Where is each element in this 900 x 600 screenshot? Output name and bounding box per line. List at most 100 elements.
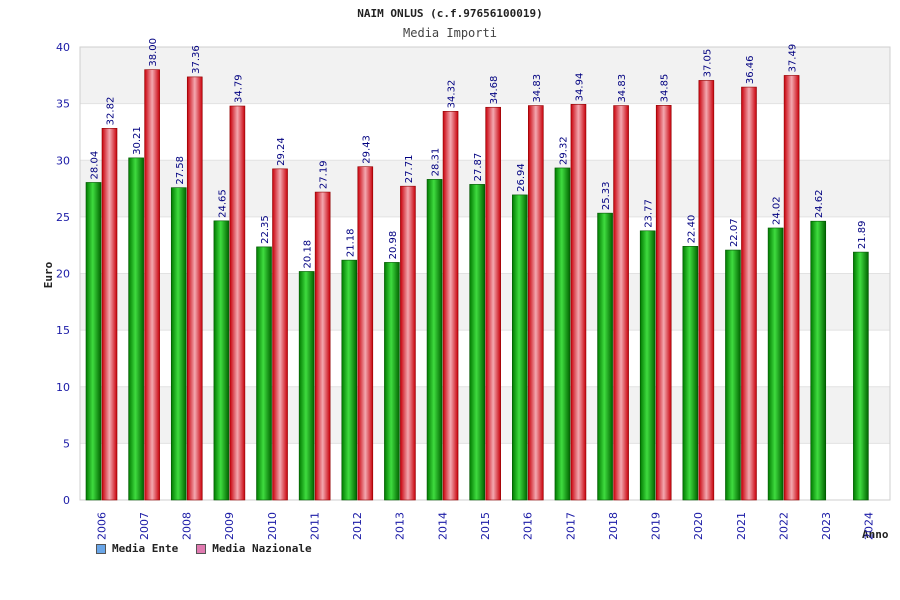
label-media-nazionale-2013: 27.71 <box>404 155 415 184</box>
y-tick-label: 25 <box>56 211 70 224</box>
bar-media-nazionale-2012 <box>357 166 374 501</box>
label-media-nazionale-2009: 34.79 <box>233 74 244 103</box>
label-media-nazionale-2010: 29.24 <box>276 137 287 166</box>
bar-media-ente-2021 <box>725 249 741 501</box>
x-tick-label: 2014 <box>436 512 449 540</box>
label-media-ente-2020: 22.40 <box>686 215 697 244</box>
chart-title: NAIM ONLUS (c.f.97656100019) <box>357 7 542 20</box>
label-media-ente-2007: 30.21 <box>132 126 143 155</box>
x-tick-label: 2010 <box>266 512 279 540</box>
y-tick-label: 20 <box>56 268 70 281</box>
label-media-nazionale-2017: 34.94 <box>574 73 585 102</box>
legend: Media Ente Media Nazionale <box>96 542 312 555</box>
label-media-nazionale-2018: 34.83 <box>617 74 628 103</box>
label-media-ente-2022: 24.02 <box>772 196 783 225</box>
label-media-ente-2011: 20.18 <box>303 240 314 269</box>
bar-media-ente-2015 <box>469 184 485 501</box>
y-tick-label: 30 <box>56 154 70 167</box>
label-media-nazionale-2019: 34.85 <box>660 74 671 103</box>
legend-label-ente: Media Ente <box>112 542 179 555</box>
plot-border <box>79 46 891 501</box>
bar-media-nazionale-2019 <box>655 105 672 501</box>
bar-media-ente-2016 <box>512 194 528 501</box>
x-tick-label: 2015 <box>479 512 492 540</box>
label-media-ente-2021: 22.07 <box>729 218 740 247</box>
label-media-nazionale-2011: 27.19 <box>319 160 330 189</box>
label-media-ente-2014: 28.31 <box>431 148 442 177</box>
bar-media-nazionale-2007 <box>144 69 160 501</box>
label-media-ente-2024: 21.89 <box>857 220 868 249</box>
x-tick-label: 2016 <box>522 512 535 540</box>
bar-media-ente-2023 <box>810 220 827 501</box>
legend-item-nazionale: Media Nazionale <box>196 542 312 555</box>
legend-swatch-nazionale <box>196 543 207 554</box>
x-axis-label: Anno <box>862 528 889 541</box>
x-tick-label: 2019 <box>650 512 663 540</box>
bar-media-nazionale-2015 <box>485 106 501 501</box>
label-media-ente-2009: 24.65 <box>217 189 228 218</box>
label-media-ente-2013: 20.98 <box>388 231 399 260</box>
bar-media-ente-2018 <box>597 212 613 501</box>
x-tick-label: 2012 <box>351 512 364 540</box>
y-axis-ticks: 0 5 10 15 20 25 30 35 40 <box>56 41 70 507</box>
legend-swatch-ente <box>96 543 106 554</box>
x-tick-label: 2006 <box>95 512 108 540</box>
label-media-ente-2008: 27.58 <box>175 156 186 185</box>
bar-media-nazionale-2017 <box>570 104 587 501</box>
label-media-ente-2015: 27.87 <box>473 153 484 182</box>
bar-media-nazionale-2011 <box>314 191 331 501</box>
x-tick-label: 2018 <box>607 512 620 540</box>
bar-media-nazionale-2022 <box>783 75 800 501</box>
legend-item-ente: Media Ente <box>96 542 178 555</box>
y-tick-label: 15 <box>56 324 70 337</box>
label-media-ente-2019: 23.77 <box>644 199 655 228</box>
bar-media-nazionale-2006 <box>101 128 118 501</box>
bar-media-nazionale-2016 <box>528 105 544 501</box>
label-media-nazionale-2016: 34.83 <box>532 74 543 103</box>
legend-label-nazionale: Media Nazionale <box>212 542 312 555</box>
bar-media-ente-2008 <box>170 187 187 501</box>
bar-media-nazionale-2018 <box>613 105 629 501</box>
label-media-nazionale-2022: 37.49 <box>788 44 799 73</box>
bar-media-ente-2009 <box>213 220 230 501</box>
bar-media-ente-2013 <box>384 262 400 501</box>
label-media-ente-2012: 21.18 <box>345 228 356 257</box>
bar-media-ente-2019 <box>639 230 656 501</box>
label-media-ente-2018: 25.33 <box>601 181 612 210</box>
label-media-nazionale-2008: 37.36 <box>191 45 202 74</box>
bar-media-ente-2022 <box>767 227 784 501</box>
label-media-nazionale-2006: 32.82 <box>106 97 117 126</box>
y-tick-label: 40 <box>56 41 70 54</box>
bar-media-nazionale-2008 <box>186 76 203 501</box>
bar-media-ente-2024 <box>853 251 869 501</box>
bar-media-ente-2014 <box>426 179 443 501</box>
x-tick-label: 2020 <box>692 512 705 540</box>
chart-subtitle: Media Importi <box>403 26 497 40</box>
y-tick-label: 0 <box>63 494 70 507</box>
bar-media-ente-2017 <box>554 167 571 501</box>
y-tick-label: 35 <box>56 98 70 111</box>
bar-media-ente-2007 <box>128 157 144 501</box>
bar-media-nazionale-2010 <box>272 168 288 501</box>
bar-media-ente-2012 <box>341 259 358 501</box>
y-tick-label: 10 <box>56 381 70 394</box>
label-media-ente-2023: 24.62 <box>814 190 825 219</box>
x-tick-label: 2023 <box>820 512 833 540</box>
y-axis-label: Euro <box>42 261 55 288</box>
bar-media-nazionale-2020 <box>698 80 715 501</box>
label-media-ente-2006: 28.04 <box>90 151 101 180</box>
label-media-nazionale-2014: 34.32 <box>447 80 458 109</box>
label-media-ente-2017: 29.32 <box>558 136 569 165</box>
label-media-nazionale-2012: 29.43 <box>361 135 372 164</box>
label-media-nazionale-2021: 36.46 <box>745 55 756 84</box>
bar-media-ente-2010 <box>256 246 272 501</box>
x-axis-ticks: 2006 2007 2008 2009 2010 2011 2012 2013 2014 2015… <box>95 512 875 540</box>
label-media-ente-2010: 22.35 <box>260 215 271 244</box>
bar-media-nazionale-2009 <box>229 105 246 501</box>
label-media-nazionale-2015: 34.68 <box>489 76 500 105</box>
bars: 28.04 32.82 30.21 38.00 27.58 37.36 24.65 34.79… <box>85 38 869 501</box>
label-media-nazionale-2007: 38.00 <box>148 38 159 67</box>
x-tick-label: 2022 <box>777 512 790 540</box>
x-tick-label: 2017 <box>564 512 577 540</box>
